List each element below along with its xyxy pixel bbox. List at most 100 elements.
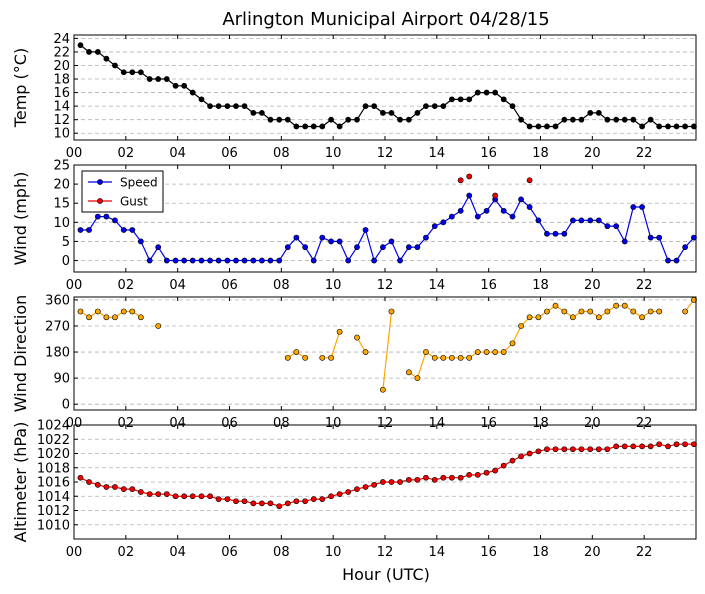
wind-direction-point (448, 354, 455, 361)
altimeter-ytick-label: 1024 (37, 419, 70, 434)
temp-point (224, 103, 231, 110)
speed-point (561, 230, 568, 237)
wind-direction-point (518, 323, 524, 329)
speed-point (509, 213, 516, 220)
speed-point (336, 238, 343, 245)
altimeter-point (258, 500, 265, 507)
direction-ytick-label: 0 (62, 398, 70, 413)
wind-direction-point (414, 375, 421, 382)
altimeter-point (388, 479, 395, 485)
direction-xtick-label: 10 (325, 416, 342, 431)
speed-point (569, 217, 576, 224)
temp-point (509, 103, 516, 110)
temp-point (319, 123, 326, 130)
altimeter-point (241, 498, 248, 505)
wind-direction-point (293, 349, 300, 355)
x-axis-label: Hour (UTC) (342, 565, 430, 584)
wind-direction-point (595, 314, 602, 321)
temp-point (500, 96, 507, 103)
direction-xtick-label: 22 (636, 416, 653, 431)
temp-ytick-label: 24 (53, 32, 70, 47)
temp-point (345, 116, 352, 123)
wind-xtick-label: 18 (532, 278, 549, 293)
temp-point (120, 69, 127, 76)
altimeter-point (250, 500, 257, 507)
altimeter-point (354, 486, 360, 493)
speed-point (621, 238, 628, 245)
temp-point (310, 123, 317, 130)
altimeter-point (630, 443, 637, 450)
direction-axes-frame (73, 296, 697, 411)
altimeter-point (267, 500, 274, 507)
speed-point (656, 234, 663, 241)
altimeter-point (414, 476, 421, 483)
wind-direction-point (604, 308, 611, 315)
speed-point (440, 219, 447, 226)
altimeter-point (552, 446, 559, 453)
wind-direction-line (382, 311, 393, 390)
wind-direction-point (466, 354, 473, 361)
direction-xtick-label: 18 (532, 416, 549, 431)
altimeter-point (544, 446, 550, 453)
altimeter-point (163, 491, 170, 498)
wind-direction-point (492, 349, 499, 355)
altimeter-point (276, 503, 283, 510)
temp-point (371, 103, 378, 110)
wind-ytick-label: 15 (53, 197, 70, 212)
temp-point (483, 89, 490, 96)
speed-point (172, 257, 179, 264)
speed-point (682, 244, 689, 251)
speed-point (94, 213, 101, 220)
temp-point (587, 110, 594, 116)
wind-xtick-label: 04 (169, 278, 186, 293)
temp-point (673, 123, 680, 130)
wind-direction-point (500, 349, 507, 355)
speed-point (77, 227, 84, 233)
temp-xtick-label: 02 (118, 146, 135, 161)
temp-point (181, 82, 188, 89)
speed-point (250, 257, 257, 264)
altimeter-point (189, 493, 196, 500)
wind-direction-point (613, 302, 620, 309)
wind-direction-point (362, 349, 369, 355)
temp-point (448, 96, 455, 103)
temp-point (544, 123, 550, 130)
altimeter-ytick-label: 1016 (37, 476, 70, 491)
wind-xtick-label: 02 (118, 278, 135, 293)
wind-y-axis-label: Wind (mph) (11, 172, 30, 266)
altimeter-point (397, 479, 403, 485)
altimeter-ytick-label: 1012 (37, 504, 70, 519)
temp-point (665, 123, 671, 130)
altimeter-point (682, 441, 689, 448)
temp-point (621, 116, 628, 123)
altimeter-xtick-label: 06 (221, 545, 238, 560)
speed-point (155, 244, 162, 251)
speed-line (80, 194, 695, 262)
temp-point (569, 116, 576, 123)
direction-xtick-label: 00 (66, 416, 83, 431)
temp-ytick-label: 22 (53, 45, 70, 60)
speed-point (535, 217, 542, 224)
altimeter-point (345, 489, 352, 495)
altimeter-point (224, 496, 231, 502)
speed-point (137, 238, 144, 245)
speed-point (120, 227, 127, 233)
speed-point (431, 223, 438, 230)
altimeter-point (284, 500, 291, 507)
altimeter-xtick-label: 02 (118, 545, 135, 560)
temp-y-axis-label: Temp (°C) (11, 48, 30, 128)
altimeter-ytick-label: 1020 (37, 447, 70, 462)
temp-point (207, 103, 213, 110)
speed-point (483, 207, 490, 214)
wind-direction-point (302, 354, 309, 361)
speed-point (284, 244, 291, 251)
wind-direction-point (103, 314, 110, 321)
temp-point (414, 110, 421, 116)
temp-point (94, 49, 101, 55)
temp-point (172, 82, 179, 89)
altimeter-point (673, 441, 680, 448)
altimeter-point (440, 474, 447, 481)
wind-direction-point (483, 349, 490, 355)
